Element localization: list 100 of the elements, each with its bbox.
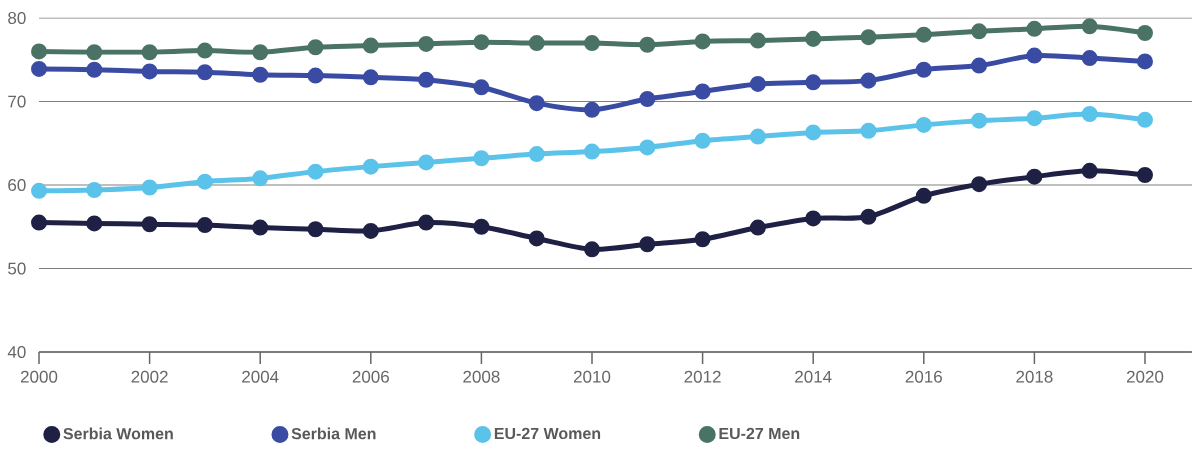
- y-tick-label: 50: [8, 262, 26, 275]
- point: [307, 39, 324, 56]
- point: [915, 116, 932, 133]
- point: [584, 241, 600, 258]
- point: [915, 61, 932, 78]
- point: [805, 74, 822, 91]
- point: [252, 66, 269, 83]
- point: [694, 83, 711, 100]
- point: [971, 112, 988, 129]
- point: [860, 72, 877, 89]
- x-tick-label: 2002: [131, 370, 168, 383]
- point: [639, 90, 656, 107]
- point: [196, 217, 213, 234]
- point: [1136, 111, 1153, 128]
- point: [1081, 162, 1098, 179]
- point: [418, 35, 435, 52]
- point: [86, 182, 103, 199]
- point: [860, 122, 877, 139]
- x-tick-label: 2012: [684, 370, 721, 383]
- point: [805, 210, 822, 227]
- legend-label: Serbia Men: [291, 427, 376, 440]
- point: [86, 61, 103, 78]
- point: [584, 35, 600, 52]
- point: [749, 32, 766, 49]
- point: [639, 139, 656, 156]
- point: [307, 163, 324, 180]
- point: [141, 179, 158, 196]
- point: [252, 170, 269, 187]
- point: [141, 216, 158, 233]
- point: [362, 158, 379, 175]
- point: [749, 219, 766, 236]
- point: [1136, 53, 1153, 70]
- point: [528, 95, 545, 112]
- point: [473, 218, 490, 235]
- point: [639, 236, 656, 253]
- point: [528, 35, 545, 52]
- y-tick-label: 80: [8, 11, 26, 25]
- point: [31, 60, 48, 77]
- point: [1136, 166, 1153, 183]
- point: [31, 214, 48, 231]
- point: [971, 23, 988, 40]
- point: [1081, 50, 1098, 67]
- point: [252, 44, 269, 61]
- point: [805, 30, 822, 47]
- point: [694, 231, 711, 248]
- y-tick-label: 40: [7, 345, 26, 359]
- legend-label: EU-27 Men: [719, 427, 800, 440]
- point: [860, 29, 877, 46]
- point: [749, 75, 766, 92]
- x-tick-label: 2014: [795, 370, 832, 383]
- point: [528, 146, 545, 163]
- point: [362, 37, 379, 54]
- y-tick-label: 60: [8, 178, 26, 192]
- point: [196, 42, 213, 59]
- point: [639, 36, 656, 53]
- point: [915, 26, 932, 43]
- point: [694, 132, 711, 149]
- x-tick-label: 2004: [242, 370, 279, 383]
- point: [307, 67, 324, 84]
- x-tick-label: 2016: [905, 370, 942, 383]
- x-tick-label: 2018: [1016, 370, 1053, 383]
- point: [1136, 25, 1153, 42]
- point: [418, 71, 435, 88]
- point: [86, 44, 103, 61]
- point: [252, 219, 269, 236]
- point: [473, 34, 490, 51]
- point: [584, 143, 600, 160]
- point: [749, 128, 766, 145]
- point: [196, 64, 213, 81]
- legend-label: EU-27 Women: [494, 427, 601, 440]
- point: [141, 44, 158, 61]
- point: [196, 173, 213, 190]
- point: [31, 182, 48, 199]
- x-tick-label: 2010: [573, 370, 611, 383]
- point: [584, 101, 600, 118]
- point: [971, 57, 988, 74]
- x-tick-label: 2020: [1126, 370, 1164, 383]
- point: [362, 69, 379, 86]
- point: [418, 214, 435, 231]
- point: [528, 230, 545, 247]
- x-tick-label: 2006: [352, 370, 389, 383]
- point: [473, 79, 490, 96]
- point: [1026, 110, 1043, 127]
- point: [971, 176, 988, 193]
- point: [1026, 47, 1043, 64]
- point: [915, 187, 932, 204]
- x-tick-label: 2000: [20, 370, 58, 383]
- point: [31, 43, 48, 60]
- point: [1026, 20, 1043, 37]
- point: [860, 208, 877, 225]
- point: [307, 221, 324, 238]
- legend-label: Serbia Women: [63, 427, 173, 440]
- point: [1026, 168, 1043, 185]
- point: [362, 222, 379, 239]
- point: [141, 63, 158, 80]
- point: [1081, 106, 1098, 123]
- point: [86, 215, 103, 232]
- point: [473, 150, 490, 167]
- point: [805, 124, 822, 141]
- point: [418, 154, 435, 171]
